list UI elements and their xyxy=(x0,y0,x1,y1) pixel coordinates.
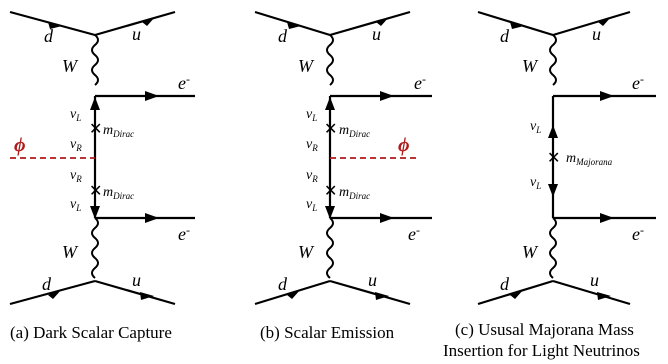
mass-insertion-icon: ✕ xyxy=(547,148,560,167)
diagram-a: ✕ ✕ d u W e- νL mDirac νR ϕ νR mDirac νL… xyxy=(9,10,195,342)
label-w-top: W xyxy=(62,56,79,76)
arrow-d-bot xyxy=(287,289,301,299)
label-phi-b: ϕ xyxy=(398,134,410,156)
label-phi-a: ϕ xyxy=(14,134,26,156)
arrow-e-bot xyxy=(600,213,614,223)
label-e-bot: e- xyxy=(178,223,190,244)
arrow-u-bot xyxy=(140,292,154,300)
arrow-nu-top-c xyxy=(548,125,558,138)
label-u-top: u xyxy=(372,24,381,44)
mass-insertion-bot-icon: ✕ xyxy=(89,181,102,200)
label-nuL-bot: νL xyxy=(70,197,81,213)
caption-c-line2: Insertion for Light Neutrinos xyxy=(443,341,640,360)
caption-b: (b) Scalar Emission xyxy=(260,323,395,342)
label-u-bot: u xyxy=(590,270,599,290)
label-d-bot: d xyxy=(42,274,52,294)
label-nuL-top: νL xyxy=(530,119,541,135)
mass-insertion-bot-icon: ✕ xyxy=(324,181,337,200)
quark-u-out-top xyxy=(94,10,176,37)
label-u-top: u xyxy=(132,24,141,44)
label-d-bot: d xyxy=(278,274,288,294)
label-nuL-top: νL xyxy=(70,107,81,123)
label-nuR-bot: νR xyxy=(70,168,82,184)
diagram-c: ✕ d u W e- νL mMajorana νL e- W d u (c) … xyxy=(443,10,656,360)
arrow-e-top xyxy=(380,91,394,101)
quark-d-in-bottom xyxy=(254,279,331,306)
label-w-bot: W xyxy=(522,242,539,262)
caption-a: (a) Dark Scalar Capture xyxy=(10,323,172,342)
arrow-d-bot xyxy=(48,289,62,299)
label-nuR-top: νR xyxy=(306,137,318,153)
diagram-b: ✕ ✕ d u W e- νL mDirac νR ϕ νR mDirac νL… xyxy=(254,10,432,342)
label-mass-top: mDirac xyxy=(103,123,134,139)
arrow-d-top xyxy=(510,22,524,29)
label-nuR-top: νR xyxy=(70,137,82,153)
quark-u-out-bottom xyxy=(94,279,176,306)
label-u-top: u xyxy=(592,24,601,44)
mass-insertion-top-icon: ✕ xyxy=(324,119,337,138)
label-mass-bot: mDirac xyxy=(103,185,134,201)
quark-u-out-bottom xyxy=(329,279,411,306)
w-boson-top xyxy=(326,34,334,86)
arrow-nu-bot-c xyxy=(548,184,558,197)
caption-c-line1: (c) Ususal Majorana Mass xyxy=(455,320,634,339)
arrow-e-top xyxy=(600,91,614,101)
label-u-bot: u xyxy=(368,270,377,290)
quark-u-out-top xyxy=(329,10,411,37)
w-boson-top xyxy=(549,34,557,86)
label-w-top: W xyxy=(298,56,315,76)
label-nuL-bot: νL xyxy=(306,197,317,213)
quark-d-in-bottom xyxy=(477,279,554,306)
w-boson-bottom xyxy=(91,217,99,279)
w-boson-bottom xyxy=(549,217,557,279)
arrow-e-top xyxy=(145,91,159,101)
arrow-e-bot xyxy=(380,213,394,223)
label-e-bot: e- xyxy=(632,223,644,244)
quark-u-out-bottom xyxy=(552,279,631,306)
label-e-bot: e- xyxy=(408,223,420,244)
w-boson-bottom xyxy=(326,217,334,279)
label-nuL-bot: νL xyxy=(530,175,541,191)
label-e-top: e- xyxy=(178,72,190,93)
label-d-top: d xyxy=(278,26,288,46)
arrow-e-bot xyxy=(145,213,159,223)
label-w-bot: W xyxy=(298,242,315,262)
arrow-d-top xyxy=(287,22,301,29)
arrow-d-bot xyxy=(510,289,524,299)
mass-insertion-top-icon: ✕ xyxy=(89,119,102,138)
label-d-top: d xyxy=(44,26,54,46)
arrow-u-bot xyxy=(597,292,611,300)
arrow-u-top xyxy=(376,17,389,26)
arrow-d-top xyxy=(48,22,62,29)
label-d-top: d xyxy=(500,26,510,46)
label-d-bot: d xyxy=(500,274,510,294)
arrow-nu-bot-b xyxy=(325,206,335,219)
quark-d-in-bottom xyxy=(9,279,96,306)
label-w-bot: W xyxy=(62,242,79,262)
arrow-u-bot xyxy=(375,292,389,300)
label-e-top: e- xyxy=(632,72,644,93)
label-u-bot: u xyxy=(132,270,141,290)
quark-d-in-top xyxy=(254,10,331,37)
label-e-top: e- xyxy=(414,72,426,93)
label-nuR-bot: νR xyxy=(306,168,318,184)
arrow-u-top xyxy=(598,17,611,26)
arrow-u-top xyxy=(142,17,155,26)
arrow-nu-top-a xyxy=(90,97,100,110)
label-mass-bot: mDirac xyxy=(339,185,370,201)
arrow-nu-top-b xyxy=(325,97,335,110)
label-w-top: W xyxy=(522,56,539,76)
quark-d-in-top xyxy=(477,10,554,37)
label-mass-top: mDirac xyxy=(339,123,370,139)
label-mass-majorana: mMajorana xyxy=(566,151,613,167)
w-boson-top xyxy=(91,34,99,86)
quark-u-out-top xyxy=(552,10,631,37)
label-nuL-top: νL xyxy=(306,107,317,123)
arrow-nu-bot-a xyxy=(90,206,100,219)
